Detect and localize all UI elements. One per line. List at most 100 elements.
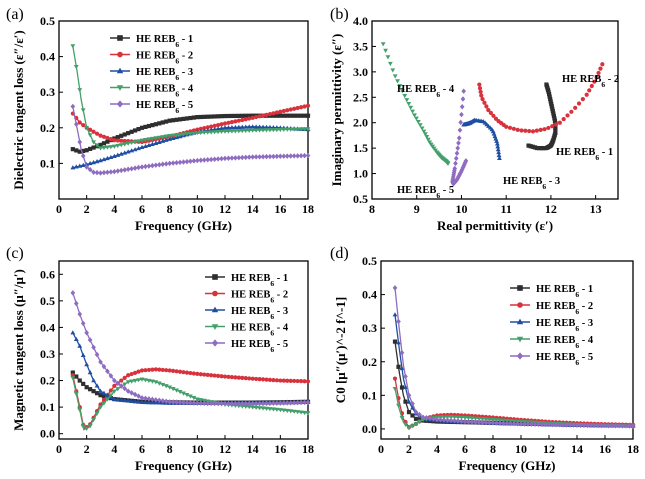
data-point xyxy=(281,127,287,133)
data-point xyxy=(177,117,183,122)
data-point xyxy=(254,114,259,120)
data-point xyxy=(504,420,510,427)
data-point xyxy=(494,418,499,423)
x-tick-label: 18 xyxy=(627,442,639,456)
data-point xyxy=(233,113,238,119)
data-point xyxy=(548,99,553,104)
data-point xyxy=(139,138,145,143)
data-point xyxy=(105,145,110,150)
x-tick-label: 16 xyxy=(599,442,611,456)
data-point xyxy=(413,116,419,121)
data-point xyxy=(271,153,276,160)
series-he-reb6---4 xyxy=(380,42,451,166)
data-point xyxy=(112,168,117,175)
data-point xyxy=(181,132,186,137)
series-he-reb6---5 xyxy=(70,290,311,407)
y-tick-label: 3.5 xyxy=(353,39,368,53)
data-point xyxy=(205,125,210,130)
data-point xyxy=(295,153,300,159)
data-point xyxy=(215,373,221,379)
data-point xyxy=(385,55,391,60)
data-point xyxy=(392,285,398,291)
data-point xyxy=(284,127,290,132)
data-point xyxy=(105,135,110,141)
legend-marker xyxy=(516,336,524,343)
data-point xyxy=(487,419,492,426)
data-point xyxy=(560,422,566,428)
data-point xyxy=(302,127,307,132)
data-point xyxy=(74,374,79,379)
data-point xyxy=(98,359,103,365)
data-point xyxy=(108,393,114,398)
data-point xyxy=(530,144,535,149)
data-point xyxy=(550,421,555,428)
data-point xyxy=(455,145,461,151)
y-tick-label: 0.3 xyxy=(40,85,55,99)
data-point xyxy=(198,130,204,136)
data-point xyxy=(184,399,190,406)
y-tick-label: 0.3 xyxy=(40,347,55,361)
data-point xyxy=(613,422,618,429)
data-point xyxy=(226,120,231,125)
data-point xyxy=(129,140,135,146)
data-point xyxy=(181,159,186,165)
data-point xyxy=(551,113,556,119)
data-point xyxy=(94,143,100,148)
data-point xyxy=(402,93,408,99)
data-point xyxy=(177,389,183,395)
series-line xyxy=(394,287,633,427)
data-point xyxy=(410,109,415,114)
data-point xyxy=(239,124,245,129)
y-tick-label: 0.5 xyxy=(362,254,377,268)
data-point xyxy=(202,114,207,119)
data-point xyxy=(399,350,405,356)
data-point xyxy=(70,44,76,49)
y-tick-label: 0.2 xyxy=(362,355,377,369)
legend: HE REB6 - 1 HE REB6 - 2HE REB6 - 3 HE REB6… xyxy=(110,34,194,115)
data-point xyxy=(115,138,120,143)
x-axis-label: Frequency (GHz) xyxy=(135,458,232,473)
data-point xyxy=(399,89,405,94)
data-point xyxy=(292,113,297,118)
data-point xyxy=(74,148,79,153)
data-point xyxy=(305,399,311,406)
data-point xyxy=(466,418,471,425)
data-point xyxy=(129,379,135,384)
data-point xyxy=(578,422,583,429)
data-point xyxy=(132,370,138,375)
data-point xyxy=(91,417,96,423)
panel-label: (d) xyxy=(330,245,349,262)
data-point xyxy=(239,129,245,134)
data-point xyxy=(240,117,245,123)
data-point xyxy=(298,379,304,384)
data-point xyxy=(246,124,252,129)
data-point xyxy=(448,415,454,420)
data-point xyxy=(271,128,276,133)
data-point xyxy=(184,132,190,137)
data-point xyxy=(392,312,398,317)
data-point xyxy=(298,410,304,415)
data-point xyxy=(267,400,273,407)
data-point xyxy=(288,409,294,414)
data-point xyxy=(302,399,307,406)
data-point xyxy=(94,169,100,176)
legend-label: HE REB6 - 2 xyxy=(231,290,288,305)
data-point xyxy=(281,113,286,118)
data-point xyxy=(459,111,464,118)
data-point xyxy=(243,376,248,381)
data-point xyxy=(219,114,224,119)
data-point xyxy=(479,93,484,98)
data-point xyxy=(247,113,252,118)
data-point xyxy=(118,397,124,402)
data-point xyxy=(70,103,76,110)
data-point xyxy=(191,400,197,406)
data-point xyxy=(243,117,248,122)
data-point xyxy=(108,373,114,379)
y-tick-label: 0.2 xyxy=(40,374,55,388)
data-point xyxy=(396,318,401,325)
legend-marker xyxy=(116,85,124,91)
data-point xyxy=(139,395,145,401)
data-point xyxy=(507,125,513,130)
data-point xyxy=(202,125,207,131)
data-point xyxy=(267,153,273,160)
